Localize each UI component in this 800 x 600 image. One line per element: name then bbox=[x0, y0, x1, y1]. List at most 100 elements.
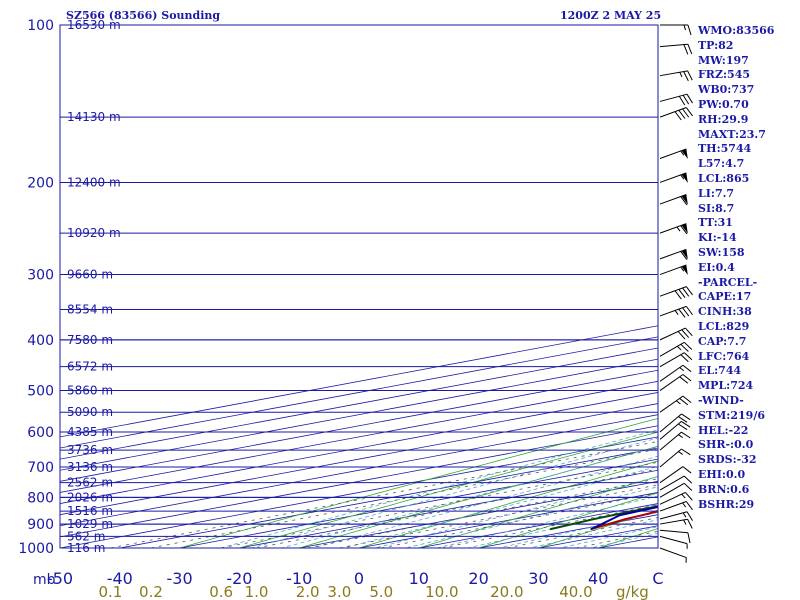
wind-feather bbox=[678, 308, 686, 318]
pressure-label: 700 bbox=[27, 460, 54, 476]
index-20: LCL:829 bbox=[698, 319, 750, 333]
wind-feather bbox=[683, 71, 689, 82]
wind-barb bbox=[659, 223, 688, 235]
pressure-unit-label: mb bbox=[33, 572, 56, 588]
wind-feather bbox=[685, 286, 693, 296]
wind-barb bbox=[659, 475, 693, 491]
wind-shaft bbox=[659, 341, 685, 357]
wind-feather bbox=[683, 341, 693, 350]
height-label: 12400 m bbox=[67, 175, 121, 189]
wind-feather bbox=[686, 93, 693, 104]
mixing-ratio-line bbox=[381, 492, 658, 548]
dry-adiabat bbox=[537, 509, 658, 548]
wind-barb bbox=[659, 547, 687, 563]
index-24: MPL:724 bbox=[698, 379, 754, 393]
wind-feather bbox=[681, 413, 691, 421]
mixing-ratio-label: 10.0 bbox=[425, 583, 458, 600]
wind-feather bbox=[687, 532, 691, 544]
wind-feather bbox=[674, 290, 682, 300]
index-29: SRDS:-32 bbox=[698, 453, 757, 467]
index-23: EL:744 bbox=[698, 364, 742, 378]
temperature-point bbox=[658, 510, 660, 512]
wind-barb bbox=[659, 466, 692, 484]
temperature-label: 0 bbox=[354, 569, 364, 588]
wind-barb bbox=[659, 107, 693, 121]
wind-half-feather bbox=[676, 400, 681, 405]
wind-barb bbox=[659, 501, 693, 512]
wind-shaft bbox=[659, 286, 687, 297]
wind-feather bbox=[683, 44, 689, 55]
wind-barb bbox=[659, 374, 692, 391]
dry-adiabat bbox=[357, 460, 658, 548]
wind-feather bbox=[682, 94, 690, 105]
dewpoint-point bbox=[593, 518, 596, 520]
wind-half-feather bbox=[679, 71, 683, 78]
wind-pennant bbox=[681, 172, 688, 183]
moist-adiabat bbox=[249, 437, 658, 548]
index-22: LFC:764 bbox=[698, 349, 750, 363]
wind-barb bbox=[659, 341, 693, 357]
wind-shaft bbox=[659, 529, 688, 534]
wind-barb bbox=[659, 248, 688, 261]
wind-feather bbox=[679, 376, 689, 384]
wind-feather bbox=[679, 398, 689, 406]
moist-adiabat bbox=[435, 495, 658, 548]
pressure-label: 300 bbox=[27, 268, 54, 284]
pressure-label: 400 bbox=[27, 333, 54, 349]
isotherm bbox=[60, 369, 658, 482]
wind-shaft bbox=[659, 305, 687, 317]
wind-shaft bbox=[659, 352, 685, 368]
wind-barb bbox=[659, 395, 692, 413]
pressure-label: 200 bbox=[27, 175, 54, 191]
index-2: MW:197 bbox=[698, 53, 749, 67]
isotherm bbox=[119, 447, 658, 548]
isotherm bbox=[179, 458, 658, 548]
wind-shaft bbox=[659, 511, 688, 520]
wind-half-feather bbox=[682, 502, 687, 508]
wind-pennant bbox=[681, 148, 688, 160]
wind-shaft bbox=[659, 327, 686, 341]
temperature-label: -40 bbox=[107, 569, 133, 588]
mixing-ratio-label: 3.0 bbox=[327, 583, 351, 600]
wind-feather bbox=[685, 492, 693, 501]
index-27: HEL:-22 bbox=[698, 423, 749, 437]
wind-feather bbox=[685, 327, 693, 337]
dewpoint-point bbox=[549, 528, 552, 530]
height-label: 2562 m bbox=[67, 476, 113, 490]
wind-barb bbox=[659, 511, 693, 521]
index-31: BRN:0.6 bbox=[698, 482, 750, 496]
mixing-ratio-label: 0.6 bbox=[209, 583, 233, 600]
wind-feather bbox=[680, 343, 689, 352]
height-label: 1516 m bbox=[67, 504, 113, 518]
isotherm bbox=[60, 403, 658, 516]
wind-shaft bbox=[659, 518, 688, 525]
dry-adiabat bbox=[477, 492, 658, 548]
wind-feather bbox=[677, 331, 686, 340]
index-1: TP:82 bbox=[698, 38, 734, 52]
wind-barb bbox=[659, 413, 691, 433]
height-label: 562 m bbox=[67, 529, 105, 543]
wind-shaft bbox=[659, 93, 688, 102]
height-label: 10920 m bbox=[67, 226, 121, 240]
mixing-ratio-label: 1.0 bbox=[245, 583, 269, 600]
wind-pennant bbox=[681, 194, 688, 205]
dry-adiabat bbox=[178, 418, 658, 548]
isotherm bbox=[60, 436, 658, 548]
temperature-label: -20 bbox=[226, 569, 252, 588]
wind-feather bbox=[685, 306, 693, 316]
temperature-label: -30 bbox=[167, 569, 193, 588]
wind-shaft bbox=[659, 535, 688, 545]
wind-half-feather bbox=[682, 512, 687, 518]
isotherm bbox=[60, 414, 658, 527]
wind-barb bbox=[659, 482, 693, 498]
index-28: SHR-:0.0 bbox=[698, 438, 754, 452]
height-label: 2026 m bbox=[67, 490, 113, 504]
wind-shaft bbox=[659, 492, 686, 505]
wind-barb bbox=[659, 352, 693, 368]
temperature-label: 40 bbox=[588, 569, 608, 588]
valid-time: 1200Z 2 MAY 25 bbox=[560, 9, 662, 22]
wind-half-feather bbox=[680, 266, 685, 272]
wind-shaft bbox=[659, 413, 682, 433]
mixing-ratio-label: 0.1 bbox=[98, 583, 122, 600]
index-7: MAXT:23.7 bbox=[698, 127, 766, 141]
